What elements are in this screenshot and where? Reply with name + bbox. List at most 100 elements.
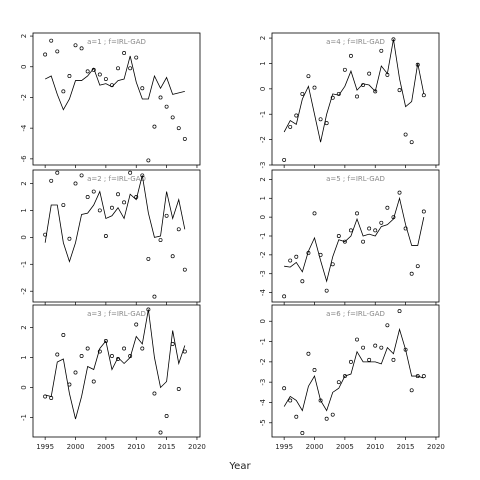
data-point: [306, 74, 311, 79]
data-point: [342, 67, 347, 72]
data-line: [44, 55, 185, 111]
data-point: [116, 192, 120, 197]
data-point: [348, 359, 353, 364]
x-tick-label: 1995: [36, 443, 54, 451]
panel-frame: [271, 304, 440, 438]
data-point: [79, 46, 84, 51]
data-point: [391, 357, 396, 362]
data-point: [55, 49, 60, 54]
data-point: [355, 94, 359, 99]
data-point: [79, 354, 84, 358]
data-point: [355, 337, 359, 342]
data-point: [312, 368, 317, 372]
data-point: [73, 181, 78, 186]
data-point: [397, 309, 402, 314]
data-point: [164, 104, 169, 109]
y-tick-label: -1: [20, 261, 28, 268]
data-point: [348, 228, 353, 233]
data-point: [73, 370, 78, 375]
panel: a=3 ; f=IRL-GAD -1 0 1 2 1995 2000 2005 2010 2015…: [20, 304, 206, 451]
data-point: [134, 322, 139, 327]
data-point: [373, 343, 378, 348]
data-point: [421, 374, 426, 379]
data-point: [43, 394, 48, 399]
data-point: [397, 190, 402, 195]
data-point: [164, 414, 169, 418]
y-tick-label: 0: [259, 87, 267, 91]
data-point: [49, 38, 54, 43]
data-point: [109, 205, 114, 210]
data-point: [152, 391, 157, 396]
data-point: [176, 387, 181, 391]
data-point: [409, 140, 414, 145]
y-tick-label: -4: [259, 398, 267, 406]
y-tick-label: -1: [20, 414, 28, 421]
y-tick-label: -2: [259, 358, 267, 365]
data-point: [324, 288, 329, 293]
data-point: [324, 121, 329, 126]
data-point: [415, 264, 420, 269]
y-tick-label: -2: [259, 251, 267, 258]
y-tick-label: -2: [20, 288, 28, 295]
data-point: [300, 91, 305, 96]
panel-title: a=5 ; f=IRL-GAD: [326, 175, 385, 183]
data-point: [421, 93, 426, 98]
data-point: [103, 77, 108, 81]
x-tick-label: 2010: [127, 443, 145, 451]
data-point: [152, 124, 157, 129]
data-point: [97, 72, 102, 77]
y-tick-label: -3: [259, 379, 267, 386]
panel-frame: [32, 32, 201, 166]
y-tick-label: -4: [20, 124, 28, 132]
data-point: [294, 414, 299, 419]
data-point: [336, 234, 341, 238]
data-point: [85, 194, 90, 199]
data-point: [282, 386, 287, 391]
data-point: [85, 346, 90, 351]
data-point: [109, 354, 114, 358]
x-tick-label: 1995: [275, 443, 293, 451]
data-point: [158, 95, 163, 100]
panel: a=6 ; f=IRL-GAD -5 -4 -3 -2 -1 0 1995 2000 2005 20…: [259, 304, 445, 451]
data-point: [403, 132, 408, 137]
data-point: [403, 226, 408, 231]
data-point: [67, 236, 72, 241]
panel-frame: [32, 169, 201, 303]
data-point: [409, 271, 414, 276]
data-point: [116, 66, 120, 71]
data-point: [294, 113, 299, 118]
data-point: [367, 71, 372, 76]
data-point: [300, 279, 305, 284]
data-point: [55, 170, 60, 175]
data-point: [330, 412, 335, 417]
panel-frame: [271, 32, 440, 166]
data-point: [103, 234, 108, 238]
panel-frame: [32, 304, 201, 438]
panel-title: a=6 ; f=IRL-GAD: [326, 310, 385, 318]
data-point: [176, 126, 181, 131]
x-tick-label: 2020: [188, 443, 206, 451]
y-tick-label: -3: [259, 162, 267, 169]
y-tick-label: 2: [20, 34, 28, 38]
data-point: [176, 227, 181, 232]
data-point: [61, 333, 66, 337]
data-point: [330, 95, 335, 100]
data-point: [336, 380, 341, 385]
x-tick-label: 2020: [427, 443, 445, 451]
y-tick-label: 0: [259, 215, 267, 219]
panel-title: a=2 ; f=IRL-GAD: [87, 175, 146, 183]
data-point: [122, 200, 127, 205]
data-point: [324, 416, 329, 421]
data-point: [342, 374, 347, 379]
y-tick-label: 1: [259, 61, 267, 65]
y-tick-label: 0: [20, 65, 28, 69]
y-tick-label: -6: [20, 155, 28, 163]
data-point: [128, 170, 133, 175]
data-point: [367, 357, 372, 362]
y-tick-label: -1: [259, 338, 267, 345]
data-line: [283, 39, 425, 143]
data-point: [361, 239, 366, 244]
data-point: [61, 203, 66, 207]
data-point: [146, 158, 151, 163]
